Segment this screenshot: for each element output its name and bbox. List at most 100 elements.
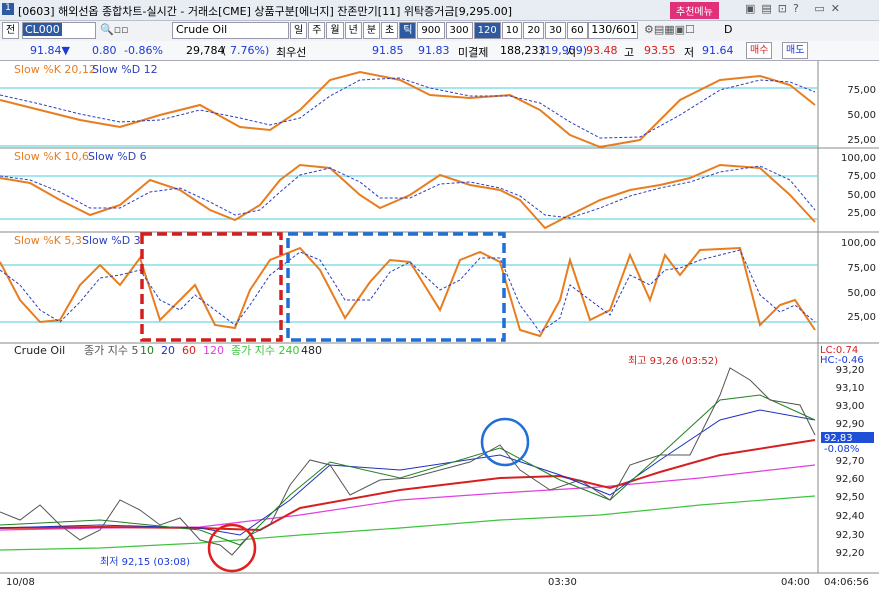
quote-item: 0.80 — [92, 44, 117, 57]
code-text: CL000 — [23, 23, 62, 36]
quote-item: 고 — [624, 46, 635, 59]
quote-item: -0.86% — [124, 44, 163, 57]
time-label: 04:00 — [781, 577, 810, 588]
y-tick-label: 75,00 — [847, 171, 876, 182]
y-tick-label: 75,00 — [847, 263, 876, 274]
quote-item: 91.83 — [418, 44, 450, 57]
moving-averages — [0, 394, 816, 551]
period-button[interactable]: 분 — [362, 22, 381, 39]
y-tick-label: 93,00 — [836, 401, 865, 412]
time-label: 04:06:56 — [824, 577, 869, 588]
interval-button[interactable]: 300 — [445, 22, 473, 39]
y-tick-label: 92,60 — [836, 474, 865, 485]
slow-k-label: Slow %K 5,3 — [14, 234, 82, 247]
count-field[interactable]: 130/601 — [588, 22, 638, 39]
interval-button[interactable]: 10 — [501, 22, 523, 39]
quote-item: 93.48 — [586, 44, 618, 57]
y-tick-label: 50,00 — [847, 190, 876, 201]
check-label[interactable]: D — [724, 23, 733, 36]
y-tick-label: 25,00 — [847, 312, 876, 323]
quote-item: 91.64 — [702, 44, 734, 57]
quote-item: 7.76%) — [230, 44, 270, 57]
code-input[interactable]: CL000 — [22, 22, 96, 39]
highlight-box-red — [140, 232, 283, 342]
last-price-box — [821, 432, 874, 443]
hc-label: HC:-0.46 — [820, 355, 864, 366]
legend-item: 480 — [301, 344, 322, 357]
last-rate: -0.08% — [824, 444, 859, 455]
period-button[interactable]: 일 — [290, 22, 308, 39]
toolbar: 전 CL000 🔍▫▫ Crude Oil 일 주 월 년 분 초 틱 900 300 120 10… — [0, 21, 879, 41]
y-tick-label: 25,00 — [847, 135, 876, 146]
y-tick-label: 100,00 — [841, 238, 876, 249]
y-tick-label: 92,70 — [836, 456, 865, 467]
y-tick-label: 75,00 — [847, 85, 876, 96]
highlight-circle-red — [207, 523, 257, 573]
slow-k-lines — [0, 70, 816, 338]
period-button[interactable]: 월 — [326, 22, 344, 39]
legend-item: 종가 지수 240 — [231, 344, 299, 357]
interval-button[interactable]: 900 — [417, 22, 445, 39]
y-tick-label: 100,00 — [841, 153, 876, 164]
quote-item: 93.55 — [644, 44, 676, 57]
legend-item: 60 — [182, 344, 196, 357]
quote-item: 시 — [566, 46, 577, 59]
period-button[interactable]: 틱 — [399, 22, 417, 39]
period-button[interactable]: 초 — [381, 22, 399, 39]
background — [0, 61, 879, 592]
quote-item: 188,233 — [500, 44, 546, 57]
lc-label: LC:0.74 — [820, 345, 858, 356]
y-tick-label: 92,20 — [836, 548, 865, 559]
high-annotation: 최고 93,26 (03:52) — [628, 355, 718, 367]
highlight-circle-blue — [480, 417, 530, 467]
period-button[interactable]: 주 — [308, 22, 326, 39]
search-icons[interactable]: 🔍▫▫ — [100, 23, 129, 36]
name-field: Crude Oil — [172, 22, 289, 39]
interval-button[interactable]: 60 — [566, 22, 588, 39]
time-label: 10/08 — [6, 577, 35, 588]
trade-button[interactable]: 매수 — [746, 42, 773, 59]
quote-item: 91.84▼ — [30, 44, 70, 57]
tool-icons[interactable]: ⚙▤▦▣☐ — [644, 23, 695, 36]
quote-item: 29,784 — [186, 44, 225, 57]
app-icon: 1 — [2, 3, 14, 15]
quote-item: (19,959) — [540, 44, 588, 57]
trade-button[interactable]: 매도 — [782, 42, 809, 59]
quote-item: 저 — [684, 46, 695, 59]
y-tick-label: 92,40 — [836, 511, 865, 522]
period-button[interactable]: 년 — [344, 22, 362, 39]
slow-d-label: Slow %D 6 — [88, 150, 147, 163]
legend-item: 종가 지수 5 — [84, 344, 138, 357]
quote-item: ( — [222, 44, 227, 57]
level-lines — [0, 87, 818, 323]
y-tick-label: 25,00 — [847, 208, 876, 219]
title-bar: 1 [0603] 해외선옵 종합차트-실시간 - 거래소[CME] 상품구분[에… — [0, 0, 879, 21]
y-tick-label: 50,00 — [847, 110, 876, 121]
window-controls[interactable]: ▣▤⊡? ▭✕ — [745, 2, 846, 15]
y-tick-label: 93,20 — [836, 365, 865, 376]
low-annotation: 최저 92,15 (03:08) — [100, 556, 190, 568]
interval-button[interactable]: 20 — [523, 22, 545, 39]
legend-item: 20 — [161, 344, 175, 357]
legend-item: 10 — [140, 344, 154, 357]
slow-k-label: Slow %K 20,12 — [14, 63, 96, 76]
y-tick-label: 93,10 — [836, 383, 865, 394]
interval-button[interactable]: 120 — [473, 22, 501, 39]
slow-d-lines — [0, 77, 816, 333]
mode-button[interactable]: 전 — [2, 22, 20, 39]
legend-item: 120 — [203, 344, 224, 357]
y-tick-label: 50,00 — [847, 288, 876, 299]
price-trace — [0, 367, 816, 556]
quote-item: 91.85 — [372, 44, 404, 57]
quote-item: 최우선 — [276, 46, 307, 59]
slow-d-label: Slow %D 12 — [92, 63, 158, 76]
y-tick-label: 92,50 — [836, 492, 865, 503]
interval-button[interactable]: 30 — [545, 22, 566, 39]
recommend-button[interactable]: 추천메뉴 — [670, 2, 719, 19]
slow-d-label: Slow %D 3 — [82, 234, 141, 247]
slow-k-label: Slow %K 10,6 — [14, 150, 89, 163]
quote-item: 미결제 — [458, 46, 489, 59]
